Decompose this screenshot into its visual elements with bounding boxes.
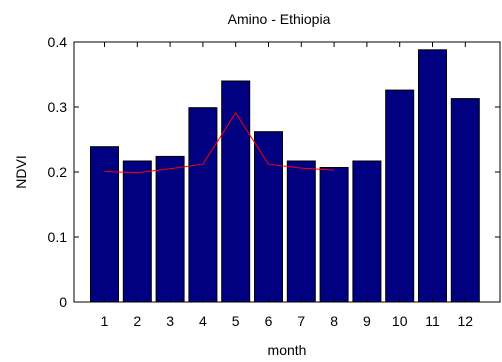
x-tick-label: 12 [458,313,474,329]
bar-month-5 [221,80,251,303]
x-tick-label: 10 [392,313,408,329]
x-tick-label: 11 [425,313,440,329]
x-axis-label: month [268,342,307,358]
bar-month-11 [418,49,447,303]
x-tick-label: 8 [330,313,338,329]
trend-line [104,111,335,174]
bar-month-10 [385,89,415,303]
x-tick-label: 7 [297,313,305,329]
x-tick-label: 3 [166,313,174,329]
y-axis-label: NDVI [13,155,29,188]
x-tick-label: 1 [101,313,109,329]
y-tick-label: 0 [59,294,67,310]
x-tick-label: 6 [265,313,273,329]
bar-series [90,49,480,303]
bar-month-1 [90,146,119,303]
bar-month-2 [122,160,152,303]
bar-month-6 [254,131,283,303]
bar-month-9 [352,160,382,303]
y-axis: 0 0.1 0.2 0.3 0.4 [48,34,500,310]
y-tick-label: 0.4 [48,34,68,50]
x-tick-label: 2 [133,313,141,329]
bar-month-4 [188,107,218,303]
y-tick-label: 0.3 [48,99,68,115]
y-tick-label: 0.1 [48,229,68,245]
x-tick-label: 9 [363,313,371,329]
y-tick-label: 0.2 [48,164,68,180]
bar-month-8 [319,167,349,303]
bar-month-3 [155,155,185,303]
bar-month-12 [450,98,480,303]
x-tick-label: 4 [199,313,207,329]
chart-title: Amino - Ethiopia [228,11,331,27]
x-tick-label: 5 [232,313,240,329]
x-axis: 1 2 3 4 5 6 7 8 9 10 11 12 [101,42,474,329]
bar-month-7 [286,160,316,303]
